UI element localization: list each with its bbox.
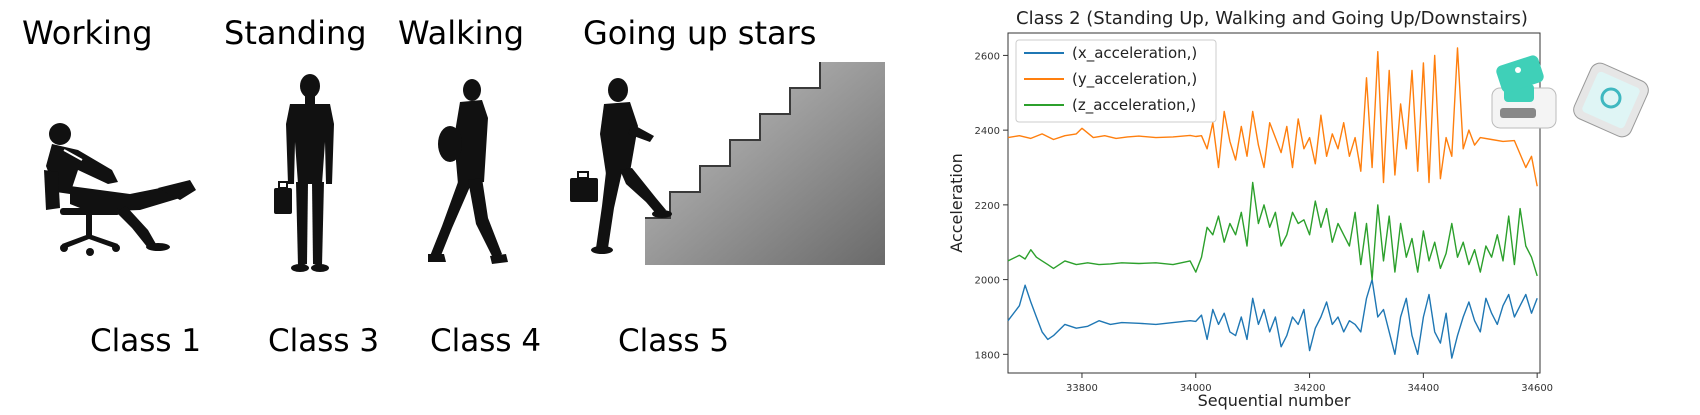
x-axis-label: Sequential number [1198, 391, 1351, 410]
x-tick-label: 33800 [1066, 383, 1098, 394]
person-standing-with-briefcase-icon [274, 74, 334, 272]
legend-label-z: (z_acceleration,) [1072, 96, 1196, 115]
legend-box [1015, 39, 1217, 123]
activity-label-standing: Standing [224, 14, 367, 52]
y-tick-label: 2600 [975, 51, 1000, 62]
x-tick-label: 34400 [1407, 383, 1439, 394]
legend-label-y: (y_acceleration,) [1072, 70, 1197, 89]
legend-label-x: (x_acceleration,) [1072, 44, 1197, 63]
x-tick-label: 34200 [1294, 383, 1326, 394]
y-tick-label: 2000 [975, 276, 1000, 287]
class-label-4: Class 4 [430, 323, 542, 359]
x-tick-label: 34600 [1521, 383, 1553, 394]
person-climbing-stairs-icon [570, 62, 885, 265]
activity-label-walking: Walking [398, 14, 525, 52]
y-axis-label: Acceleration [947, 153, 966, 252]
x-tick-label: 34000 [1180, 383, 1212, 394]
person-reclining-in-office-chair-icon [44, 123, 196, 256]
person-walking-with-bag-icon [428, 79, 508, 264]
acceleration-line-chart: Class 2 (Standing Up, Walking and Going … [947, 8, 1649, 410]
series-line-y [1007, 47, 1538, 187]
chart-title: Class 2 (Standing Up, Walking and Going … [1016, 8, 1528, 29]
activity-label-working: Working [22, 14, 153, 52]
y-tick-label: 2200 [975, 201, 1000, 212]
series-line-z [1007, 181, 1538, 281]
activity-label-going-up-stairs: Going up stars [583, 14, 817, 52]
y-tick-label: 2400 [975, 126, 1000, 137]
y-tick-label: 1800 [975, 350, 1000, 361]
chart-legend: (x_acceleration,) (y_acceleration,) (z_a… [1015, 39, 1217, 123]
wearable-sensor-and-phone-icon [1491, 55, 1649, 138]
class-label-5: Class 5 [618, 323, 730, 359]
class-label-1: Class 1 [90, 323, 202, 359]
series-line-x [1007, 278, 1538, 359]
class-label-3: Class 3 [268, 323, 380, 359]
